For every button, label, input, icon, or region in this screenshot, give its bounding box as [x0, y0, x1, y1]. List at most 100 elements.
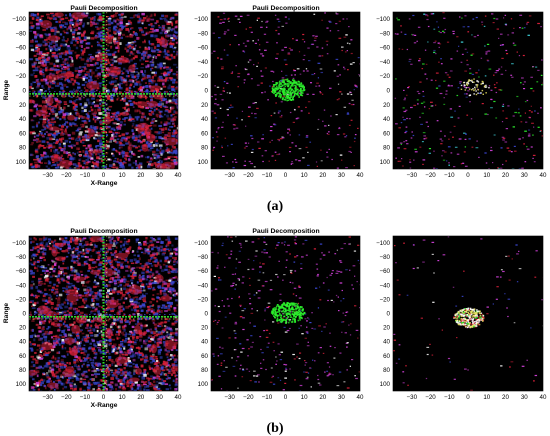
pixel: [422, 159, 426, 161]
pixel: [278, 110, 281, 112]
pixel: [46, 154, 49, 157]
pixel: [417, 26, 421, 28]
pixel: [157, 325, 162, 328]
pixel: [42, 119, 47, 123]
pixel: [67, 243, 70, 246]
pixel: [162, 252, 166, 255]
pixel: [280, 85, 282, 88]
pixel: [89, 76, 93, 79]
pixel: [114, 319, 118, 322]
pixel: [316, 82, 319, 84]
pixel: [457, 87, 460, 89]
pixel: [329, 30, 332, 32]
pixel: [48, 107, 52, 110]
pixel: [55, 138, 59, 142]
pixel: [478, 69, 480, 71]
pixel: [106, 84, 108, 86]
pixel: [82, 363, 85, 366]
pixel: [64, 58, 68, 60]
pixel: [116, 126, 118, 129]
pixel: [159, 147, 162, 151]
pixel: [76, 147, 80, 150]
pixel: [110, 115, 113, 118]
pixel: [292, 98, 294, 100]
pixel: [54, 98, 59, 101]
pixel: [86, 337, 89, 341]
pixel: [146, 118, 149, 121]
pixel: [99, 120, 103, 124]
pixel: [527, 34, 530, 36]
pixel: [158, 50, 161, 52]
pixel: [295, 81, 298, 83]
pixel: [73, 88, 75, 92]
pixel: [40, 63, 45, 67]
pixel: [250, 135, 253, 137]
pixel: [116, 337, 119, 340]
pixel: [448, 162, 450, 164]
pixel: [79, 341, 82, 345]
pixel: [346, 42, 349, 44]
pixel: [424, 73, 427, 75]
pixel: [56, 64, 59, 68]
pixel: [48, 85, 52, 88]
pixel: [320, 160, 323, 162]
pixel: [37, 43, 40, 46]
pixel: [166, 335, 168, 338]
pixel: [171, 27, 175, 30]
pixel: [265, 41, 269, 43]
pixel: [108, 130, 113, 134]
pixel: [142, 358, 144, 361]
pixel: [117, 236, 120, 239]
pixel: [153, 157, 156, 159]
pixel: [113, 60, 118, 63]
pixel: [121, 133, 125, 136]
pixel: [113, 14, 117, 17]
pixel: [87, 150, 90, 153]
pixel: [292, 91, 294, 94]
pixel: [101, 79, 106, 83]
pixel: [89, 249, 92, 251]
pixel: [160, 87, 163, 90]
pixel: [118, 62, 122, 65]
pixel: [164, 74, 168, 77]
pixel: [299, 73, 302, 75]
pixel: [89, 57, 92, 60]
pixel: [233, 128, 236, 130]
pixel: [127, 71, 130, 75]
pixel: [65, 239, 68, 242]
pixel: [478, 156, 480, 158]
pixel: [64, 305, 68, 309]
pixel: [275, 94, 277, 97]
pixel: [116, 123, 120, 125]
pixel: [36, 141, 39, 144]
pixel: [132, 106, 135, 108]
pixel: [29, 58, 33, 61]
pixel: [50, 121, 55, 124]
pixel: [124, 157, 127, 160]
pixel: [89, 79, 93, 82]
pixel: [447, 84, 450, 86]
pixel: [481, 21, 484, 23]
pixel: [460, 41, 464, 43]
pixel: [29, 44, 34, 47]
pixel: [216, 140, 218, 142]
pixel: [125, 93, 127, 95]
pixel: [530, 105, 532, 107]
pixel: [171, 16, 175, 20]
pixel: [213, 112, 217, 114]
pixel: [95, 374, 97, 378]
pixel: [117, 97, 120, 99]
pixel: [253, 64, 255, 66]
pixel: [159, 116, 162, 118]
pixel: [106, 112, 110, 115]
pixel: [71, 380, 74, 382]
pixel: [97, 18, 101, 21]
pixel: [100, 38, 103, 42]
pixel: [107, 58, 110, 62]
pixel: [278, 94, 281, 96]
pixel: [243, 51, 246, 53]
pixel: [158, 136, 162, 139]
pixel: [222, 90, 225, 92]
pixel: [423, 101, 426, 103]
